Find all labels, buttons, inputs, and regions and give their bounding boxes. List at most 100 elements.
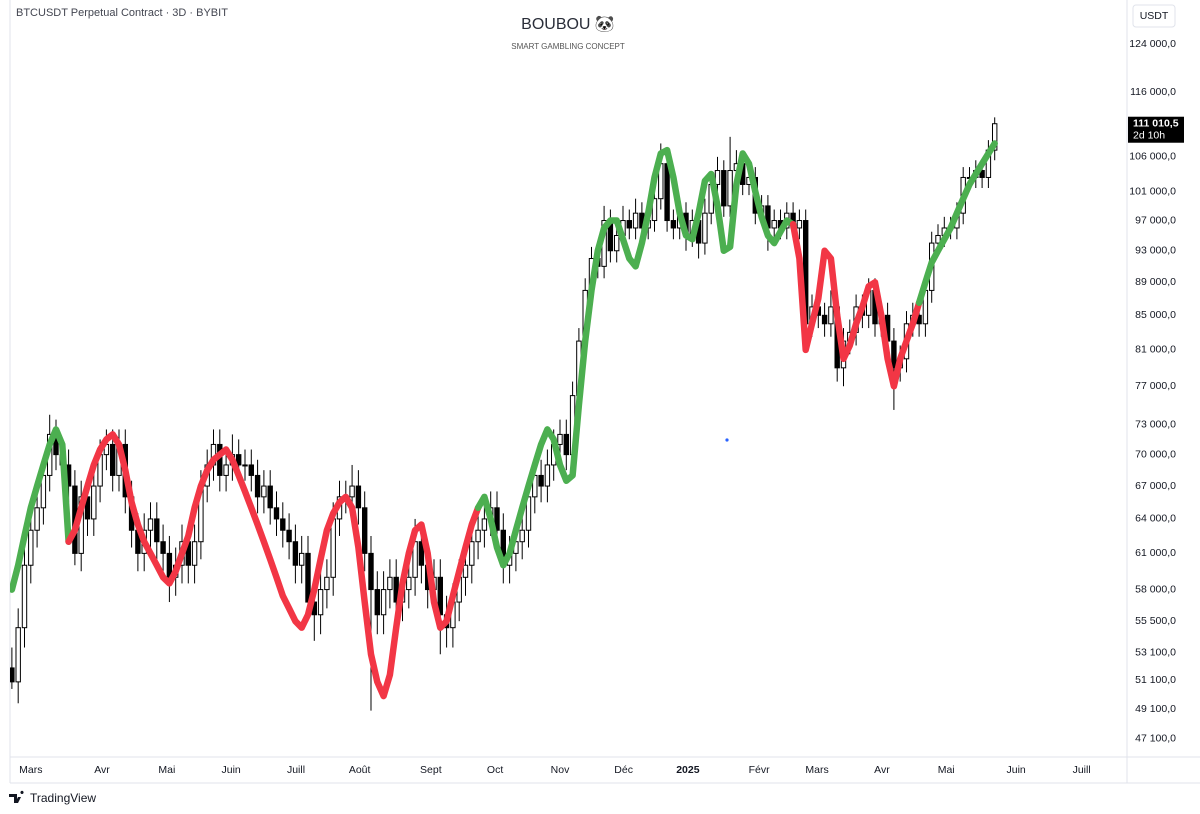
candle-body	[494, 507, 500, 531]
x-tick-label: Avr	[94, 764, 110, 776]
candle-body	[481, 518, 488, 531]
symbol-label: BTCUSDT Perpetual Contract · 3D · BYBIT	[16, 7, 228, 19]
x-tick-label: Oct	[487, 764, 503, 776]
last-price-tag	[1128, 116, 1184, 143]
y-tick-label: 70 000,0	[1135, 448, 1176, 460]
candle-body	[462, 564, 469, 578]
candle-body	[349, 485, 355, 498]
x-tick-label: Sept	[420, 764, 442, 776]
candle-body	[298, 552, 305, 566]
candle-body	[544, 464, 551, 487]
candle-body	[235, 454, 242, 466]
chart-title: BOUBOU 🐼	[521, 14, 615, 33]
chart-subtitle: SMART GAMBLING CONCEPT	[511, 42, 625, 51]
x-tick-label: Nov	[551, 764, 570, 776]
candle-body	[387, 576, 393, 591]
candle-body	[632, 212, 639, 229]
candle-body	[280, 518, 286, 531]
candle-body	[727, 170, 733, 207]
x-tick-label: Juill	[287, 764, 305, 776]
candle-body	[418, 541, 425, 566]
y-tick-label: 124 000,0	[1129, 38, 1176, 50]
x-tick-label: Déc	[614, 764, 633, 776]
y-tick-label: 89 000,0	[1135, 276, 1176, 288]
candle-body	[935, 234, 941, 244]
candle-body	[355, 485, 362, 509]
candle-body	[979, 170, 985, 178]
candle-body	[821, 314, 828, 325]
x-tick-label: Mars	[805, 764, 828, 776]
candle-body	[317, 589, 324, 616]
y-tick-label: 97 000,0	[1135, 214, 1176, 226]
candle-body	[626, 220, 632, 229]
candle-body	[160, 541, 166, 554]
candle-body	[664, 163, 670, 222]
x-tick-label: Avr	[874, 764, 890, 776]
candle-body	[469, 541, 475, 566]
candle-body	[15, 627, 21, 683]
candle-body	[651, 198, 658, 222]
tradingview-logo: TradingView	[9, 790, 96, 805]
candle-body	[330, 518, 336, 578]
y-tick-label: 106 000,0	[1129, 151, 1176, 163]
candle-body	[305, 552, 311, 603]
candle-body	[828, 306, 834, 325]
x-tick-label: Févr	[749, 764, 771, 776]
x-tick-label: Juin	[221, 764, 240, 776]
x-tick-label: Juill	[1073, 764, 1091, 776]
candle-body	[21, 564, 28, 629]
indicator-line	[10, 426, 72, 593]
candle-body	[223, 464, 229, 476]
brand-label: TradingView	[30, 791, 96, 805]
candle-body	[147, 518, 154, 531]
candle-body	[721, 170, 727, 207]
x-tick-label: Août	[349, 764, 371, 776]
candle-body	[475, 529, 481, 543]
candle-body	[261, 485, 267, 498]
y-tick-label: 73 000,0	[1135, 418, 1176, 430]
candle-body	[34, 507, 40, 531]
x-tick-label: Juin	[1006, 764, 1025, 776]
currency-button[interactable]	[1132, 4, 1176, 28]
plot-area	[10, 117, 998, 711]
candle-body	[771, 220, 777, 229]
x-tick-label: Mars	[19, 764, 42, 776]
y-tick-label: 85 000,0	[1135, 309, 1176, 321]
y-tick-label: 93 000,0	[1135, 245, 1176, 257]
candle-body	[154, 518, 160, 543]
candle-body	[714, 170, 721, 185]
candle-body	[406, 576, 412, 591]
candle-body	[191, 541, 198, 566]
candle-body	[891, 340, 897, 369]
candle-body	[273, 507, 280, 520]
y-tick-label: 81 000,0	[1135, 344, 1176, 356]
currency-label[interactable]: USDT	[1140, 10, 1169, 22]
candle-body	[109, 443, 116, 476]
candle-body	[991, 123, 998, 151]
y-tick-label: 55 500,0	[1135, 615, 1176, 627]
candle-body	[374, 589, 380, 616]
candle-body	[28, 529, 34, 566]
last-price-label: 111 010,5	[1133, 118, 1179, 130]
logo-icon	[9, 790, 24, 803]
x-tick-label: Mai	[158, 764, 175, 776]
y-tick-label: 47 100,0	[1135, 733, 1176, 745]
candle-body	[557, 433, 563, 445]
candle-body	[538, 474, 544, 487]
y-tick-label: 58 000,0	[1135, 583, 1176, 595]
candle-body	[380, 589, 387, 616]
x-tick-label: Mai	[938, 764, 955, 776]
y-tick-label: 77 000,0	[1135, 380, 1176, 392]
candle-body	[91, 485, 97, 520]
indicator-line	[65, 431, 482, 700]
candle-body	[324, 576, 330, 591]
x-tick-label: 2025	[676, 764, 700, 776]
candle-body	[267, 485, 273, 509]
candle-body	[796, 220, 803, 229]
candle-body	[670, 220, 677, 229]
y-tick-label: 49 100,0	[1135, 703, 1176, 715]
y-tick-label: 116 000,0	[1130, 86, 1176, 98]
y-tick-label: 67 000,0	[1135, 480, 1176, 492]
y-tick-label: 101 000,0	[1129, 185, 1176, 197]
